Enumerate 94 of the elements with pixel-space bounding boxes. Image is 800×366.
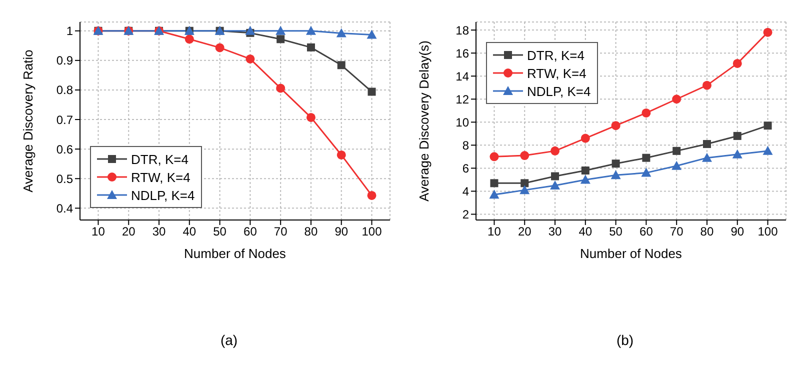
legend-label: NDLP, K=4 (131, 188, 195, 202)
point (642, 108, 651, 118)
y-axis-title: Average Discovery Delay(s) (416, 40, 432, 202)
x-axis-title: Number of Nodes (184, 246, 286, 261)
point (702, 80, 712, 90)
point (550, 180, 560, 190)
y-tick-label: 16 (456, 46, 470, 60)
point (490, 179, 498, 188)
point (732, 149, 742, 158)
point (368, 88, 376, 96)
point (520, 179, 529, 188)
y-tick-label: 10 (456, 115, 470, 130)
point (672, 160, 682, 170)
point (520, 185, 530, 194)
point (764, 122, 772, 130)
point (276, 26, 286, 35)
y-tick-label: 2 (462, 208, 470, 222)
x-tick-label: 80 (304, 224, 318, 239)
x-tick-label: 60 (244, 224, 258, 239)
x-tick-label: 30 (152, 224, 166, 239)
legend-label: RTW, K=4 (527, 66, 586, 80)
y-tick-label: 12 (456, 92, 470, 106)
point (611, 121, 620, 130)
point (702, 152, 712, 162)
x-tick-label: 90 (730, 224, 744, 239)
point (490, 152, 499, 162)
y-tick-label: 4 (462, 184, 470, 198)
point (642, 154, 650, 162)
point (276, 35, 285, 44)
y-tick-label: 8 (462, 138, 470, 152)
y-tick-label: 0.5 (56, 172, 74, 186)
y-tick-label: 1 (66, 24, 74, 38)
point (641, 168, 652, 177)
point (520, 151, 530, 160)
point (245, 26, 256, 35)
point (763, 28, 772, 37)
x-tick-label: 70 (274, 224, 288, 239)
x-tick-label: 20 (518, 224, 532, 239)
point (612, 160, 620, 168)
y-axis-title: Average Discovery Ratio (20, 50, 36, 192)
x-tick-label: 90 (334, 224, 348, 239)
y-tick-label: 0.4 (56, 201, 74, 216)
point (580, 134, 590, 143)
y-tick-label: 14 (456, 69, 470, 84)
point (550, 146, 560, 156)
y-tick-label: 18 (456, 23, 470, 38)
point (610, 170, 621, 180)
text: (a) (219, 332, 239, 348)
x-tick-label: 50 (609, 224, 623, 239)
legend-label: DTR, K=4 (131, 152, 188, 166)
x-tick-label: 50 (213, 224, 227, 239)
legend-label: RTW, K=4 (131, 170, 190, 184)
x-tick-label: 30 (548, 224, 562, 239)
point (672, 94, 682, 104)
point (306, 43, 315, 52)
x-tick-label: 10 (488, 224, 502, 239)
point (215, 43, 224, 52)
point (336, 28, 346, 38)
point (762, 146, 773, 155)
point (367, 190, 376, 200)
x-tick-label: 40 (578, 224, 592, 239)
point (702, 140, 711, 148)
legend-label: DTR, K=4 (527, 48, 584, 62)
point (672, 146, 681, 155)
point (306, 26, 316, 35)
point (581, 166, 590, 174)
text: (b) (615, 332, 635, 348)
legend-label: NDLP, K=4 (527, 84, 591, 98)
x-tick-label: 100 (362, 224, 382, 239)
point (276, 84, 286, 93)
y-tick-label: 0.6 (56, 142, 74, 156)
y-tick-label: 0.8 (56, 83, 74, 98)
point (306, 112, 316, 122)
point (732, 58, 742, 68)
point (337, 61, 346, 70)
x-tick-label: 60 (640, 224, 654, 239)
y-tick-label: 6 (462, 161, 470, 176)
x-tick-label: 20 (122, 224, 136, 239)
x-tick-label: 10 (92, 224, 106, 239)
point (489, 190, 500, 199)
point (336, 150, 346, 160)
point (184, 34, 194, 44)
y-tick-label: 0.9 (56, 54, 74, 68)
point (366, 30, 377, 39)
x-axis-title: Number of Nodes (580, 246, 682, 261)
x-tick-label: 70 (670, 224, 684, 239)
x-tick-label: 40 (182, 224, 196, 239)
point (551, 172, 560, 180)
y-tick-label: 0.7 (56, 112, 74, 127)
point (733, 132, 742, 140)
point (246, 54, 255, 64)
x-tick-label: 100 (758, 224, 778, 239)
point (580, 174, 590, 184)
x-tick-label: 80 (700, 224, 714, 239)
